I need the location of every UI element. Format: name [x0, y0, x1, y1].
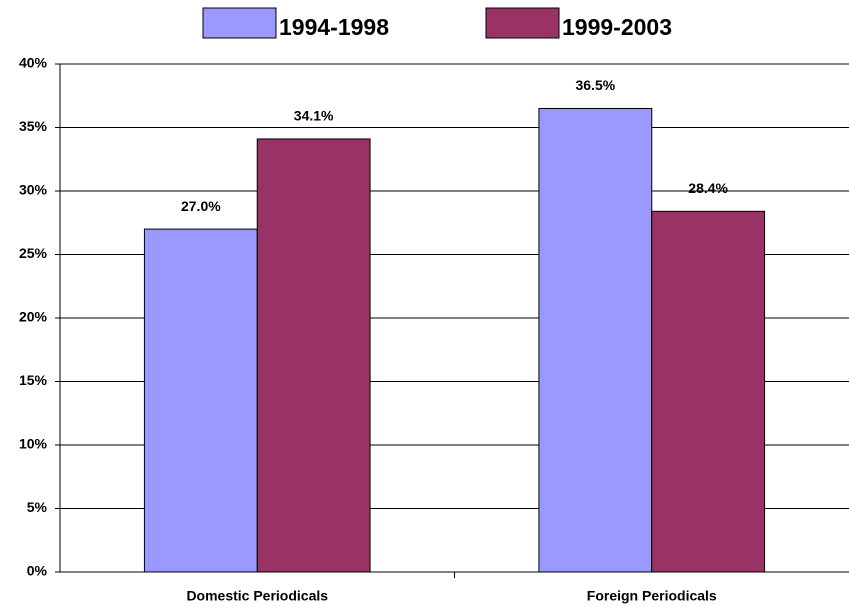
value-label: 34.1% [294, 108, 334, 124]
y-tick-label: 5% [27, 499, 48, 515]
y-tick-label: 40% [19, 55, 48, 71]
y-tick-label: 30% [19, 182, 48, 198]
y-tick-label: 0% [27, 563, 48, 579]
value-label: 36.5% [575, 77, 615, 93]
bar [538, 107, 653, 573]
legend-swatch [202, 7, 277, 39]
y-tick-label: 20% [19, 309, 48, 325]
x-tick-label: Foreign Periodicals [587, 588, 717, 604]
x-tick-label: Domestic Periodicals [186, 588, 328, 604]
y-tick-label: 35% [19, 118, 48, 134]
legend-label: 1994-1998 [279, 14, 389, 40]
value-label: 28.4% [688, 180, 728, 196]
bar [143, 228, 258, 573]
y-tick-label: 15% [19, 372, 48, 388]
y-tick-label: 25% [19, 245, 48, 261]
bar [651, 210, 766, 573]
legend-swatch [485, 7, 560, 39]
legend-label: 1999-2003 [562, 14, 672, 40]
bar [256, 138, 371, 573]
y-tick-label: 10% [19, 436, 48, 452]
value-label: 27.0% [181, 198, 221, 214]
